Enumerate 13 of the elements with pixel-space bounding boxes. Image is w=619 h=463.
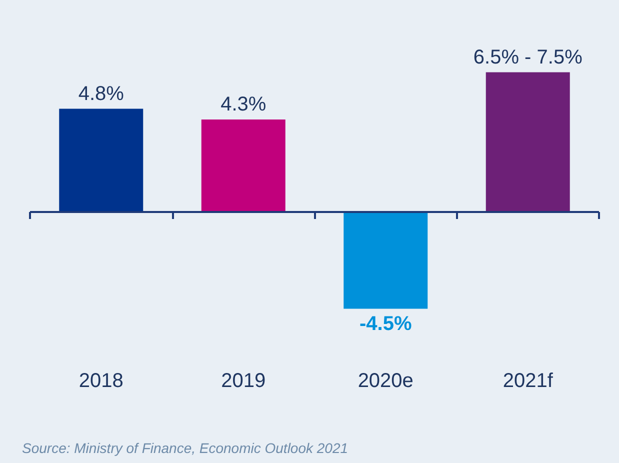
bar — [486, 72, 570, 212]
x-tick-label: 2021f — [502, 370, 554, 392]
x-tick-label: 2018 — [78, 370, 124, 392]
x-tick-label: 2019 — [221, 370, 266, 392]
bar — [59, 108, 144, 212]
data-label: -4.5% — [360, 312, 412, 335]
bar — [201, 120, 286, 212]
bar — [344, 212, 428, 309]
x-tick-label: 2020e — [358, 370, 414, 392]
data-label: 4.8% — [78, 82, 124, 105]
data-label: 6.5% - 7.5% — [473, 46, 583, 68]
data-label: 4.3% — [220, 94, 266, 116]
source-note: Source: Ministry of Finance, Economic Outlook 2021 — [22, 440, 348, 456]
